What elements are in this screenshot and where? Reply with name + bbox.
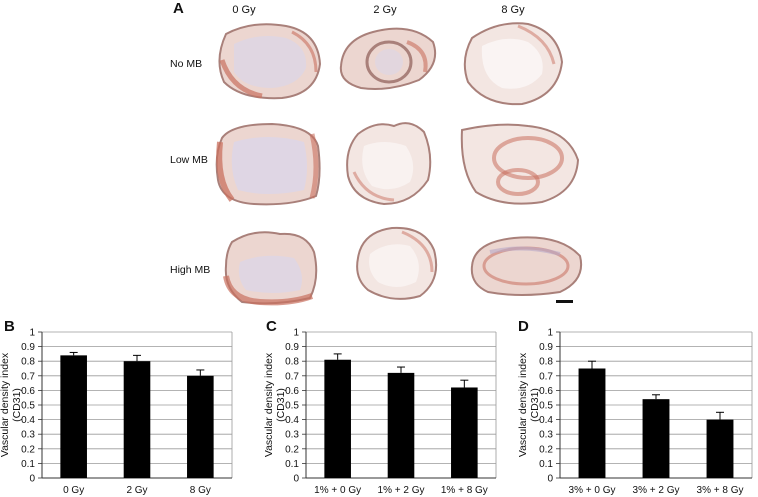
x-tick-label-d-2: 3% + 8 Gy xyxy=(697,485,744,496)
panel-d-letter: D xyxy=(518,318,529,335)
bar-d-0 xyxy=(578,368,606,478)
x-tick-label-d-1: 3% + 2 Gy xyxy=(633,485,680,496)
x-tick-label-d-0: 3% + 0 Gy xyxy=(569,485,616,496)
y-tick-label: 0.3 xyxy=(539,430,553,441)
tissue-image-lowmb-8gy xyxy=(460,123,580,205)
y-tick-label: 1 xyxy=(29,328,35,339)
y-tick-label: 0 xyxy=(293,474,299,485)
y-axis-label: Vascular density index(CD31) xyxy=(0,352,23,457)
x-tick-label-c-2: 1% + 8 Gy xyxy=(441,485,488,496)
y-tick-label: 0.9 xyxy=(21,342,35,353)
y-axis-label-line2: (CD31) xyxy=(529,388,541,422)
tissue-image-highmb-2gy xyxy=(356,226,438,300)
y-tick-label: 0 xyxy=(547,474,553,485)
y-tick-label: 0.1 xyxy=(21,459,35,470)
row-header-low-mb: Low MB xyxy=(170,154,208,166)
tissue-image-lowmb-2gy xyxy=(346,122,432,206)
y-tick-label: 0.7 xyxy=(285,371,299,382)
y-tick-label: 0.2 xyxy=(21,444,35,455)
y-tick-label: 0.7 xyxy=(21,371,35,382)
x-tick-label-c-1: 1% + 2 Gy xyxy=(378,485,425,496)
bar-c-2 xyxy=(451,387,478,478)
tissue-image-highmb-0gy xyxy=(223,231,318,306)
bar-chart-c: 0 0.1 0.2 0.3 0.4 0.5 0.6 0.7 0.8 0.9 1 Vascular de… xyxy=(263,328,497,496)
tissue-image-nomb-2gy xyxy=(339,27,437,90)
y-axis-label: Vascular density index(CD31) xyxy=(517,352,541,457)
bar-b-1 xyxy=(123,361,151,478)
scale-bar xyxy=(556,300,573,303)
y-tick-label: 0.3 xyxy=(285,430,299,441)
y-tick-label: 0.5 xyxy=(285,401,299,412)
row-header-no-mb: No MB xyxy=(170,58,203,70)
bar-d-1 xyxy=(642,399,670,478)
y-axis-label-line2: (CD31) xyxy=(11,388,23,422)
y-tick-label: 0.2 xyxy=(285,444,299,455)
tissue-image-nomb-0gy xyxy=(218,23,322,100)
bar-c-1 xyxy=(387,372,415,478)
column-header-2gy: 2 Gy xyxy=(373,4,397,16)
bar-b-2 xyxy=(187,375,214,478)
y-tick-label: 0.6 xyxy=(21,386,35,397)
bar-d-2 xyxy=(706,419,734,478)
y-axis-label-line1: Vascular density index xyxy=(0,352,11,457)
bar-chart-d: 0 0.1 0.2 0.3 0.4 0.5 0.6 0.7 0.8 0.9 1 Vascular de… xyxy=(517,328,753,496)
column-header-8gy: 8 Gy xyxy=(501,4,525,16)
y-tick-label: 0 xyxy=(29,474,35,485)
panel-a-letter: A xyxy=(173,0,184,17)
y-tick-label: 1 xyxy=(547,328,553,339)
y-tick-label: 0.8 xyxy=(285,357,299,368)
y-tick-label: 0.2 xyxy=(539,444,553,455)
panel-c-letter: C xyxy=(266,318,277,335)
y-tick-label: 0.5 xyxy=(539,401,553,412)
y-tick-label: 0.4 xyxy=(21,415,35,426)
x-tick-label-b-0: 0 Gy xyxy=(63,485,84,496)
y-tick-label: 0.6 xyxy=(539,386,553,397)
y-tick-label: 0.3 xyxy=(21,430,35,441)
y-tick-label: 0.9 xyxy=(539,342,553,353)
column-header-0gy: 0 Gy xyxy=(232,4,256,16)
bar-chart-b: 0 0.1 0.2 0.3 0.4 0.5 0.6 0.7 0.8 0.9 1 Vascular de… xyxy=(0,328,233,496)
y-tick-label: 0.4 xyxy=(539,415,553,426)
y-tick-label: 0.8 xyxy=(21,357,35,368)
bar-c-0 xyxy=(324,359,351,478)
y-axis-label-line2: (CD31) xyxy=(275,388,287,422)
y-tick-label: 0.6 xyxy=(285,386,299,397)
x-tick-label-b-2: 8 Gy xyxy=(190,485,211,496)
tissue-image-lowmb-0gy xyxy=(215,122,321,206)
x-tick-label-c-0: 1% + 0 Gy xyxy=(314,485,361,496)
panel-b-letter: B xyxy=(4,318,15,335)
tissue-image-nomb-8gy xyxy=(463,22,564,106)
row-header-high-mb: High MB xyxy=(170,264,211,276)
tissue-image-highmb-8gy xyxy=(470,236,582,296)
y-axis-label-line1: Vascular density index xyxy=(263,352,275,457)
y-tick-label: 1 xyxy=(293,328,299,339)
y-tick-label: 0.5 xyxy=(21,401,35,412)
y-axis-label: Vascular density index(CD31) xyxy=(263,352,287,457)
bar-b-0 xyxy=(60,355,87,478)
y-tick-label: 0.9 xyxy=(285,342,299,353)
y-tick-label: 0.1 xyxy=(285,459,299,470)
x-tick-label-b-1: 2 Gy xyxy=(126,485,147,496)
y-tick-label: 0.4 xyxy=(285,415,299,426)
y-tick-label: 0.1 xyxy=(539,459,553,470)
y-tick-label: 0.8 xyxy=(539,357,553,368)
y-tick-label: 0.7 xyxy=(539,371,553,382)
y-axis-label-line1: Vascular density index xyxy=(517,352,529,457)
